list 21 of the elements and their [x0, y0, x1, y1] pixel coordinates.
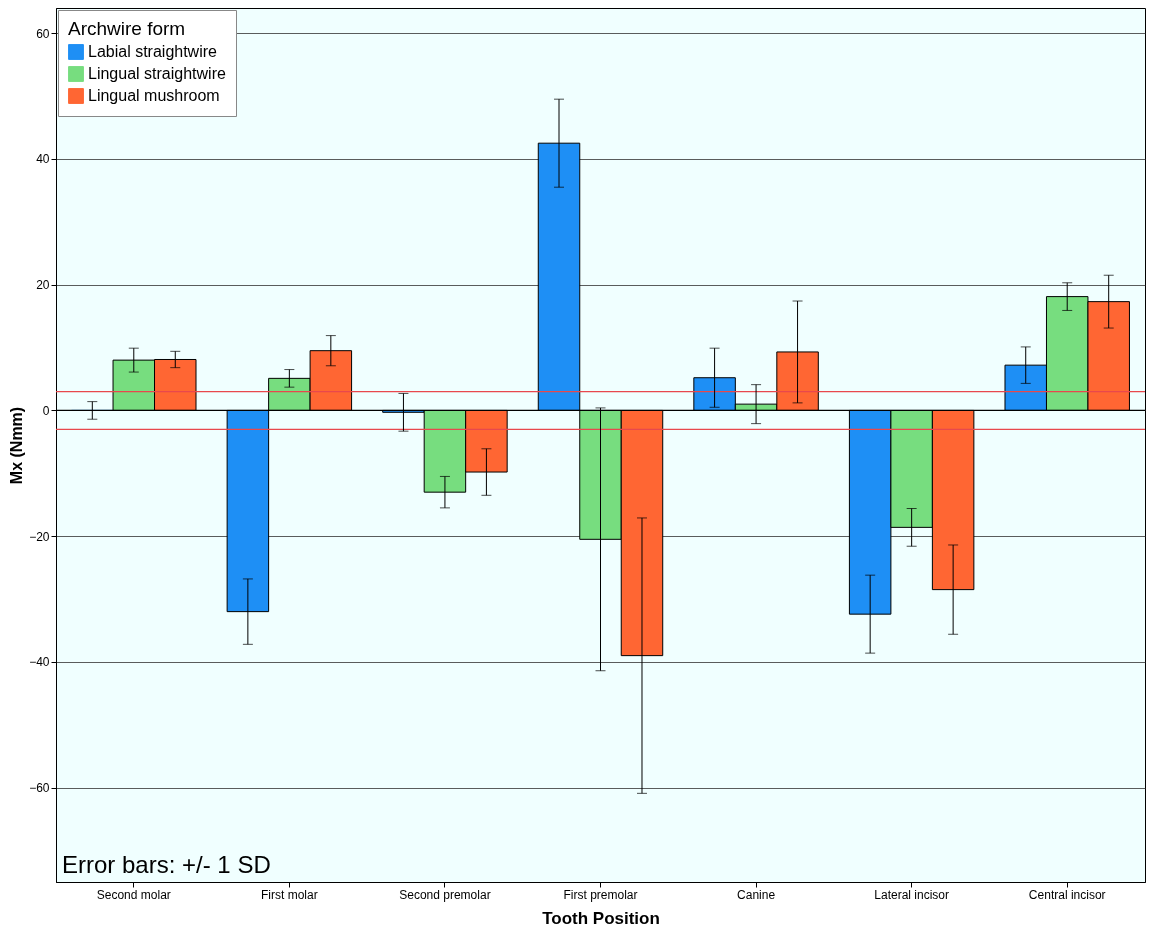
x-tick-label: Second molar: [96, 887, 171, 902]
y-tick-label: 60: [36, 26, 50, 41]
y-tick-label: −40: [29, 655, 50, 670]
y-axis-title: Mx (Nmm): [8, 406, 26, 485]
x-tick-label: Central incisor: [1028, 887, 1106, 902]
x-tick-label: Second premolar: [399, 887, 491, 902]
legend-label: Lingual straightwire: [88, 65, 226, 82]
annotation: Error bars: +/- 1 SD: [62, 851, 271, 878]
y-tick-label: 20: [36, 278, 50, 293]
y-tick-label: 40: [36, 152, 50, 167]
x-tick-label: First premolar: [563, 887, 638, 902]
legend-title: Archwire form: [68, 18, 186, 39]
x-axis-title: Tooth Position: [542, 908, 660, 928]
x-tick-label: Lateral incisor: [874, 887, 949, 902]
y-tick-label: −20: [29, 529, 50, 544]
y-tick-label: −60: [29, 781, 50, 796]
legend-label: Labial straightwire: [88, 43, 218, 60]
y-tick-label: 0: [42, 403, 50, 418]
x-tick-label: First molar: [261, 887, 318, 902]
legend-label: Lingual mushroom: [88, 87, 220, 104]
x-tick-label: Canine: [737, 887, 776, 902]
